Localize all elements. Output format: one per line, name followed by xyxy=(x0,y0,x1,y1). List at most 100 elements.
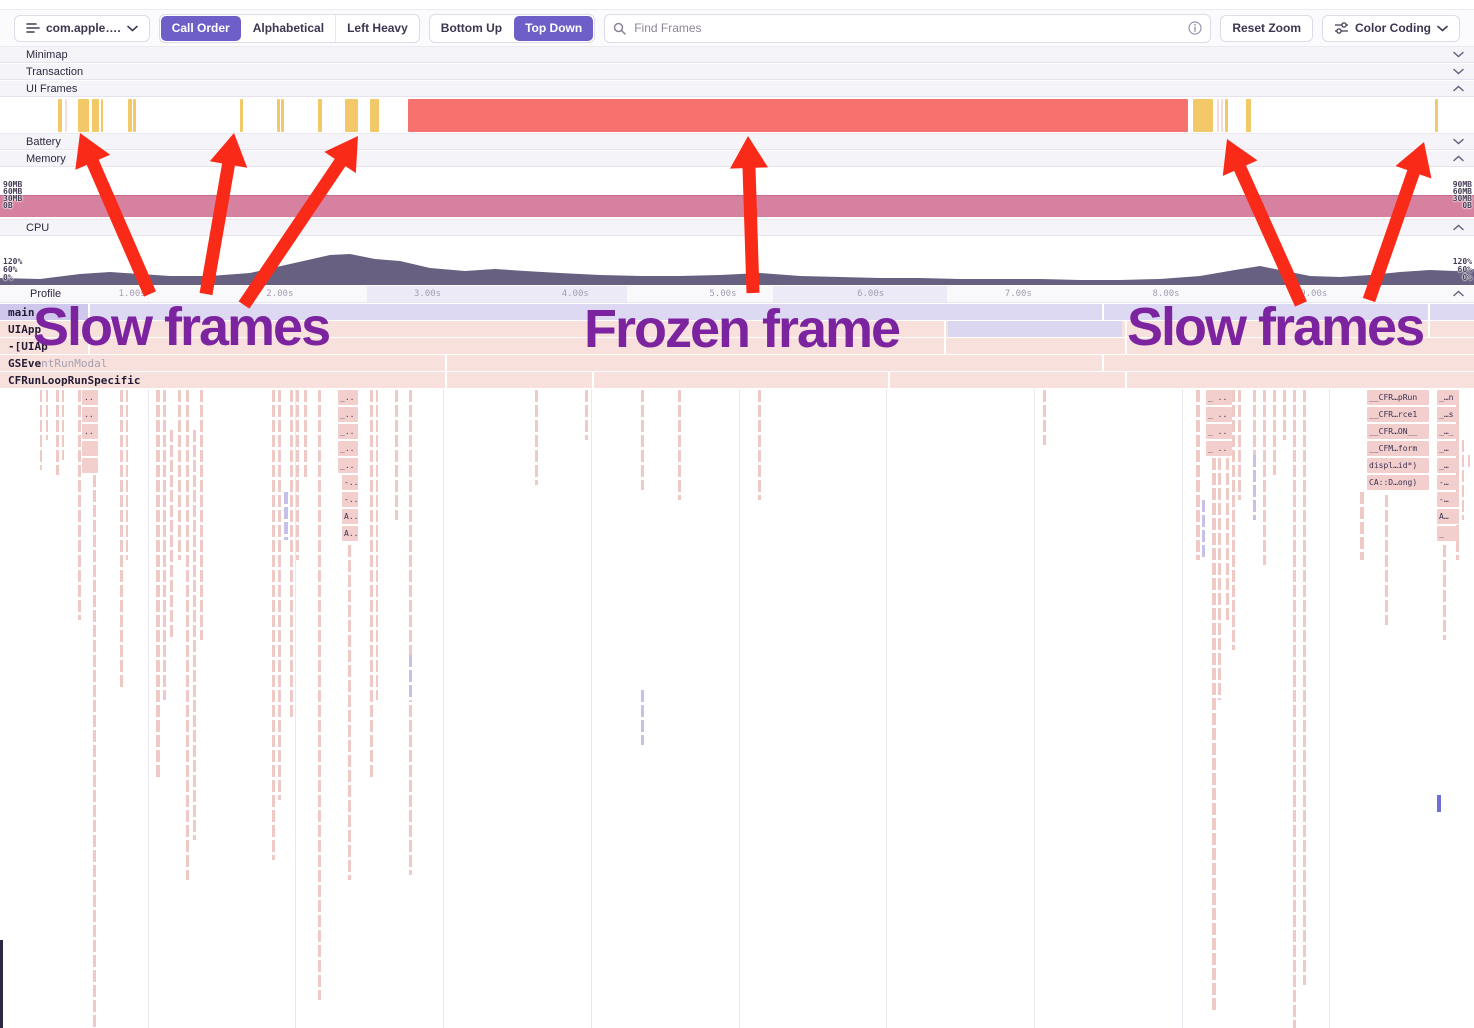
flame-frame-box[interactable]: .. xyxy=(82,390,98,405)
flame-frame-box[interactable]: _ .. xyxy=(1206,390,1232,405)
info-icon[interactable] xyxy=(1188,21,1202,35)
flame-column[interactable] xyxy=(535,390,538,485)
flame-column[interactable] xyxy=(1043,390,1046,445)
flame-column[interactable] xyxy=(1232,390,1235,650)
flame-frame-box[interactable]: -.. xyxy=(342,492,358,507)
pale-frame-bar[interactable] xyxy=(1217,99,1219,132)
slow-frame-bar[interactable] xyxy=(133,99,136,132)
chevron-down-icon[interactable] xyxy=(1453,68,1464,75)
slow-frame-bar[interactable] xyxy=(370,99,379,132)
slow-frame-bar[interactable] xyxy=(318,99,322,132)
flame-frame-box[interactable] xyxy=(82,441,98,456)
direction-option-bottom-up[interactable]: Bottom Up xyxy=(430,15,513,42)
section-header-cpu[interactable]: CPU xyxy=(0,220,1474,236)
flame-frame-box[interactable]: A.. xyxy=(342,526,358,541)
memory-track[interactable]: 90MB 90MB 60MB 60MB 30MB 30MB 0B 0B xyxy=(0,168,1474,220)
flame-column[interactable] xyxy=(120,390,123,690)
flame-frame-segment[interactable] xyxy=(948,321,1122,337)
flame-column[interactable] xyxy=(641,690,644,745)
slow-frame-bar[interactable] xyxy=(58,99,62,132)
flame-frame-box[interactable]: -… xyxy=(1437,492,1459,507)
slow-frame-bar[interactable] xyxy=(1193,99,1213,132)
flame-column[interactable] xyxy=(1196,390,1200,560)
flame-column[interactable] xyxy=(163,390,166,700)
flame-column[interactable] xyxy=(278,390,281,800)
flame-column[interactable] xyxy=(0,940,3,1028)
direction-option-top-down[interactable]: Top Down xyxy=(514,15,594,41)
flame-frame-box[interactable]: .. xyxy=(82,407,98,422)
flame-column[interactable] xyxy=(296,390,299,560)
section-header-battery[interactable]: Battery xyxy=(0,134,1474,150)
flame-frame-box[interactable]: _ xyxy=(1437,526,1459,541)
flame-column[interactable] xyxy=(1253,390,1256,455)
flame-column[interactable] xyxy=(186,390,189,880)
flame-column[interactable] xyxy=(1283,390,1286,440)
slow-frame-bar[interactable] xyxy=(345,99,358,132)
flame-column[interactable] xyxy=(1443,545,1446,640)
flame-column[interactable] xyxy=(1468,455,1470,470)
section-header-minimap[interactable]: Minimap xyxy=(0,47,1474,63)
flame-column[interactable] xyxy=(56,390,59,475)
flame-column[interactable] xyxy=(409,390,412,875)
pale-frame-bar[interactable] xyxy=(1221,99,1223,132)
flame-column[interactable] xyxy=(1360,492,1364,560)
chevron-up-icon[interactable] xyxy=(1453,224,1464,231)
slow-frame-bar[interactable] xyxy=(240,99,243,132)
flame-column[interactable] xyxy=(178,390,181,560)
flame-frame-box[interactable]: __CFR…rce1 xyxy=(1367,407,1429,422)
slow-frame-bar[interactable] xyxy=(128,99,132,132)
flame-frame-box[interactable]: _…s xyxy=(1437,407,1459,422)
slow-frame-bar[interactable] xyxy=(101,99,103,132)
chevron-up-icon[interactable] xyxy=(1453,155,1464,162)
flame-column[interactable] xyxy=(46,390,48,440)
flame-frame-uiapplication[interactable]: -[UIAp xyxy=(0,338,1474,354)
flame-frame-box[interactable]: _.. xyxy=(338,441,358,456)
flame-column[interactable] xyxy=(758,390,761,500)
flame-column[interactable] xyxy=(284,492,288,540)
flame-column[interactable] xyxy=(1263,390,1266,565)
section-header-memory[interactable]: Memory xyxy=(0,151,1474,167)
flame-frame-box[interactable]: _ .. xyxy=(1206,441,1232,456)
flame-column[interactable] xyxy=(1385,495,1388,625)
flame-column[interactable] xyxy=(93,475,96,1028)
frozen-frame-bar[interactable] xyxy=(408,99,1188,132)
flame-column[interactable] xyxy=(370,390,373,780)
flame-column[interactable] xyxy=(200,390,203,640)
flame-column[interactable] xyxy=(170,430,173,640)
flame-frame-box[interactable]: CA::D…ong) xyxy=(1367,475,1429,490)
flame-frame-box[interactable]: -.. xyxy=(342,475,358,490)
color-coding-button[interactable]: Color Coding xyxy=(1322,14,1460,42)
slow-frame-bar[interactable] xyxy=(1435,99,1438,132)
flame-frame-box[interactable]: _… xyxy=(1437,458,1459,473)
chevron-down-icon[interactable] xyxy=(1453,51,1464,58)
flame-frame-box[interactable]: A… xyxy=(1437,509,1459,524)
pale-frame-bar[interactable] xyxy=(65,99,67,132)
flame-column[interactable] xyxy=(193,430,196,840)
sort-option-alphabetical[interactable]: Alphabetical xyxy=(242,15,335,42)
sort-option-left-heavy[interactable]: Left Heavy xyxy=(335,14,419,42)
flame-column[interactable] xyxy=(1303,390,1306,985)
flame-frame-box[interactable]: _ .. xyxy=(1206,407,1232,422)
flame-column[interactable] xyxy=(585,390,588,440)
slow-frame-bar[interactable] xyxy=(78,99,89,132)
flame-column[interactable] xyxy=(156,390,160,780)
flame-column[interactable] xyxy=(304,390,307,480)
flame-column[interactable] xyxy=(641,390,644,490)
flame-frame-box[interactable]: _…_ xyxy=(1437,424,1459,439)
slow-frame-bar[interactable] xyxy=(1246,99,1251,132)
flame-column[interactable] xyxy=(1293,390,1296,1028)
flame-frame-box[interactable]: _ .. xyxy=(1206,424,1232,439)
sort-option-call-order[interactable]: Call Order xyxy=(160,15,241,41)
flame-column[interactable] xyxy=(1253,455,1256,520)
flame-column[interactable] xyxy=(1202,500,1205,560)
search-input[interactable] xyxy=(632,20,1183,36)
flame-column[interactable] xyxy=(318,390,321,1000)
flame-frame-box[interactable]: _.. xyxy=(338,390,358,405)
flame-frame-main[interactable]: main xyxy=(0,304,1474,320)
flame-column[interactable] xyxy=(272,390,275,860)
flame-column[interactable] xyxy=(126,390,128,560)
flame-frame-segment[interactable] xyxy=(0,304,88,320)
flame-frame-box[interactable]: _.. xyxy=(338,458,358,473)
flame-frame-box[interactable]: -… xyxy=(1437,475,1459,490)
flame-column[interactable] xyxy=(409,655,412,700)
